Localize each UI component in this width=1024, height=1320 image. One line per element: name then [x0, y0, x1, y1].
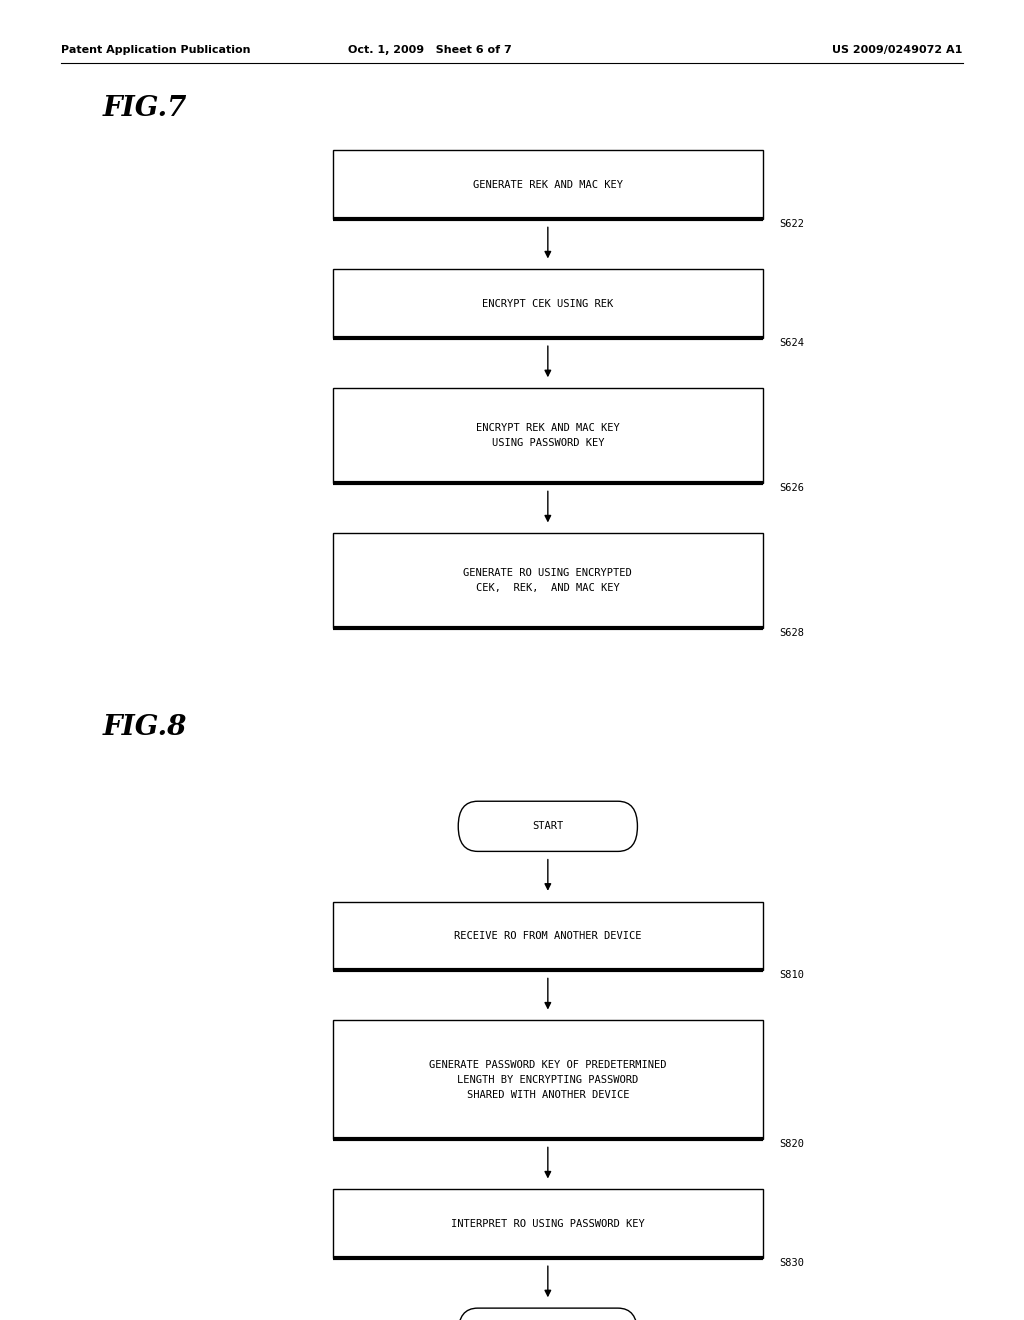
Text: S626: S626	[779, 483, 804, 494]
FancyBboxPatch shape	[459, 801, 637, 851]
FancyBboxPatch shape	[459, 1308, 637, 1320]
Text: US 2009/0249072 A1: US 2009/0249072 A1	[833, 45, 963, 55]
Text: GENERATE RO USING ENCRYPTED
CEK,  REK,  AND MAC KEY: GENERATE RO USING ENCRYPTED CEK, REK, AN…	[464, 569, 632, 593]
Text: START: START	[532, 821, 563, 832]
Text: S830: S830	[779, 1258, 804, 1269]
Text: GENERATE REK AND MAC KEY: GENERATE REK AND MAC KEY	[473, 180, 623, 190]
Text: S628: S628	[779, 628, 804, 639]
FancyBboxPatch shape	[333, 902, 763, 970]
Text: RECEIVE RO FROM ANOTHER DEVICE: RECEIVE RO FROM ANOTHER DEVICE	[454, 931, 642, 941]
FancyBboxPatch shape	[333, 1189, 763, 1258]
Text: FIG.8: FIG.8	[102, 714, 186, 741]
FancyBboxPatch shape	[333, 388, 763, 483]
Text: FIG.7: FIG.7	[102, 95, 186, 121]
FancyBboxPatch shape	[333, 1020, 763, 1139]
Text: S820: S820	[779, 1139, 804, 1150]
Text: ENCRYPT REK AND MAC KEY
USING PASSWORD KEY: ENCRYPT REK AND MAC KEY USING PASSWORD K…	[476, 424, 620, 447]
Text: Oct. 1, 2009   Sheet 6 of 7: Oct. 1, 2009 Sheet 6 of 7	[348, 45, 512, 55]
Text: ENCRYPT CEK USING REK: ENCRYPT CEK USING REK	[482, 298, 613, 309]
Text: Patent Application Publication: Patent Application Publication	[61, 45, 251, 55]
Text: INTERPRET RO USING PASSWORD KEY: INTERPRET RO USING PASSWORD KEY	[451, 1218, 645, 1229]
FancyBboxPatch shape	[333, 533, 763, 628]
Text: GENERATE PASSWORD KEY OF PREDETERMINED
LENGTH BY ENCRYPTING PASSWORD
SHARED WITH: GENERATE PASSWORD KEY OF PREDETERMINED L…	[429, 1060, 667, 1100]
Text: S624: S624	[779, 338, 804, 348]
Text: S622: S622	[779, 219, 804, 230]
Text: S810: S810	[779, 970, 804, 981]
FancyBboxPatch shape	[333, 150, 763, 219]
FancyBboxPatch shape	[333, 269, 763, 338]
